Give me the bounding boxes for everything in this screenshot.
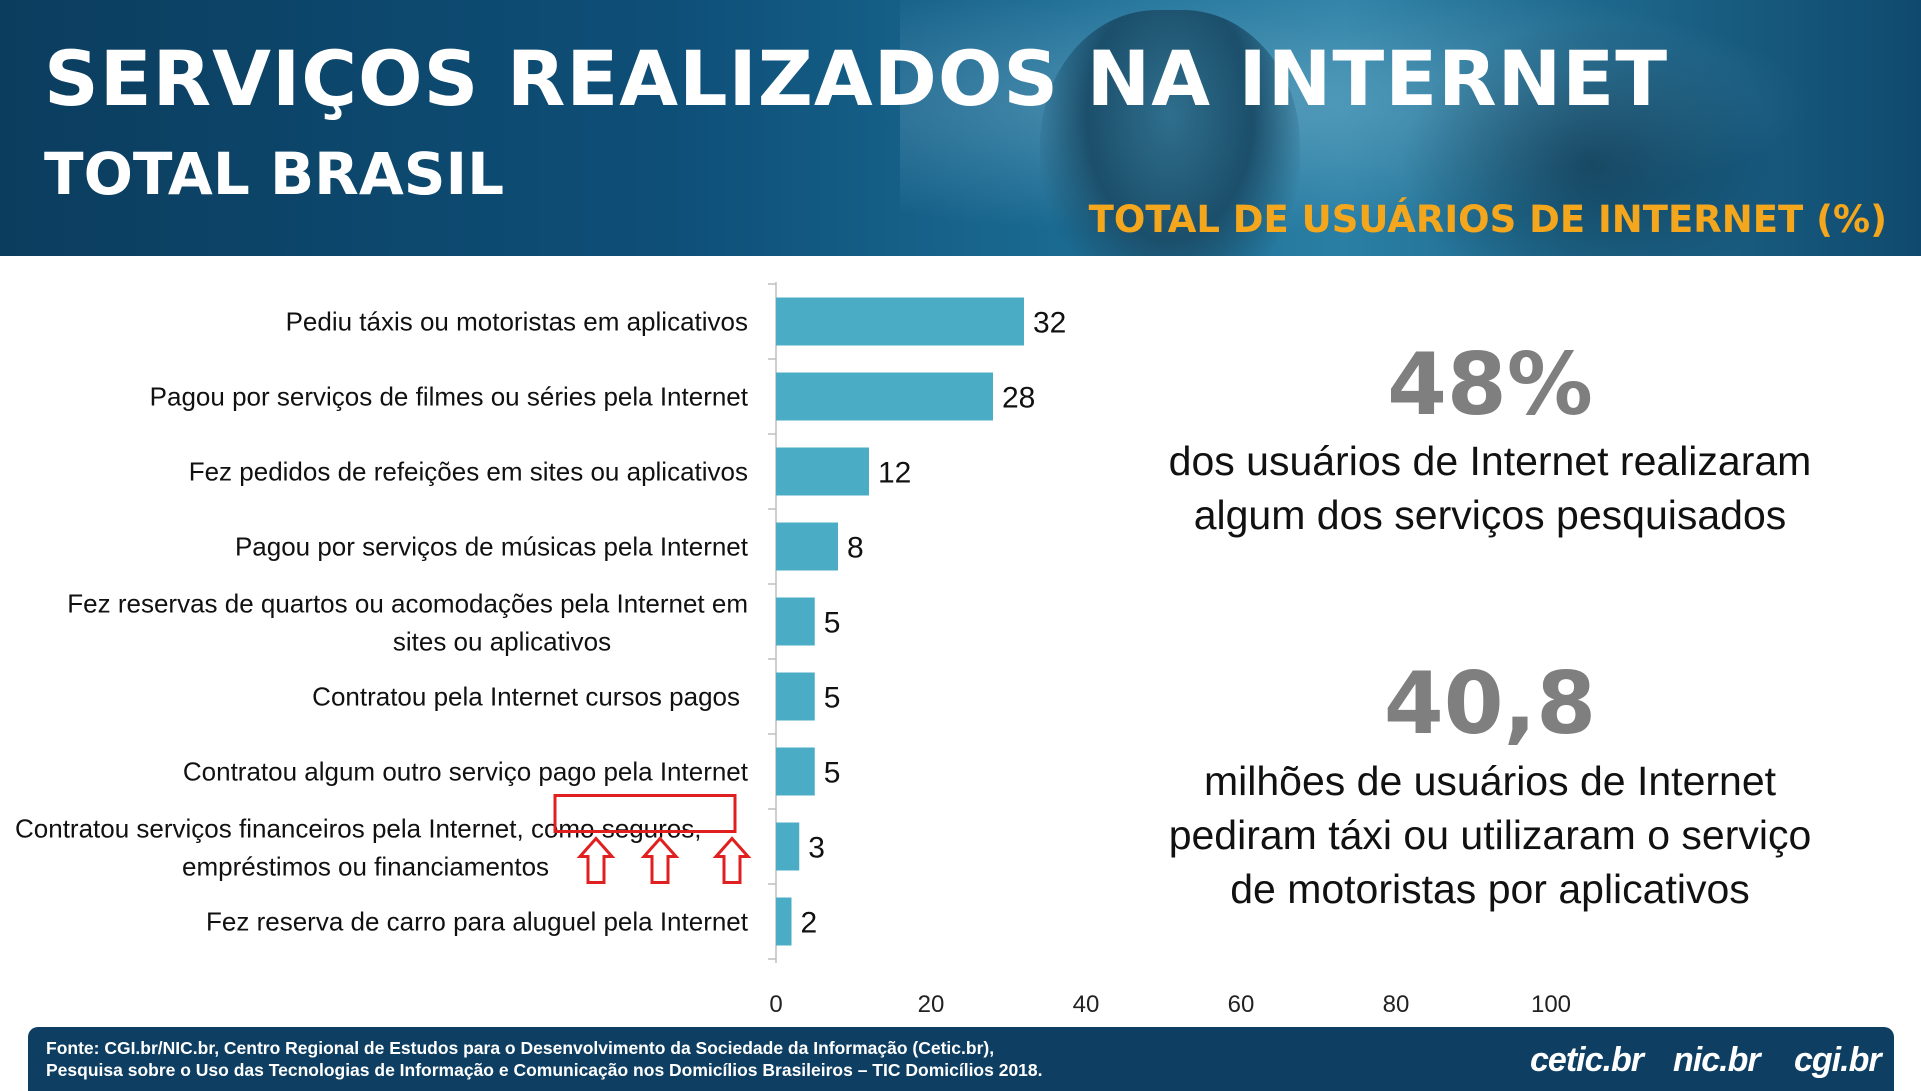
bar [776,897,792,946]
data-label: 12 [878,457,911,490]
page-title: SERVIÇOS REALIZADOS NA INTERNET [44,34,1669,123]
category-label: Fez reserva de carro para aluguel pela I… [206,907,749,937]
bar [776,597,815,646]
bar [776,822,800,871]
x-tick-label: 60 [1228,991,1255,1018]
stat-2-description: milhões de usuários de Internet pediram … [1110,754,1870,916]
category-label: Fez pedidos de refeições em sites ou apl… [189,457,748,487]
stat-1-description: dos usuários de Internet realizaram algu… [1110,434,1870,542]
stat-2-value: 40,8 [1383,654,1597,754]
up-arrow-icon [576,836,616,884]
stat-1-value: 48% [1387,335,1593,435]
stat-2-line: de motoristas por aplicativos [1230,866,1750,912]
data-label: 5 [824,757,841,790]
up-arrow-icon [640,836,680,884]
x-tick-label: 20 [918,991,945,1018]
data-label: 3 [808,832,825,865]
banner-plant-photo [1400,20,1780,256]
category-label: Contratou pela Internet cursos pagos [312,682,740,712]
source-citation: Fonte: CGI.br/NIC.br, Centro Regional de… [46,1037,1043,1081]
source-line: Pesquisa sobre o Uso das Tecnologias de … [46,1060,1043,1080]
header-banner: SERVIÇOS REALIZADOS NA INTERNET TOTAL BR… [0,0,1921,256]
category-label: Pagou por serviços de músicas pela Inter… [235,532,749,562]
category-label: Fez reservas de quartos ou acomodações p… [67,589,748,657]
x-tick-label: 80 [1383,991,1410,1018]
stat-2-line: milhões de usuários de Internet [1203,758,1777,804]
bar [776,372,993,421]
cetic-logo: cetic.br [1530,1041,1644,1079]
category-label: Contratou algum outro serviço pago pela … [183,757,749,787]
data-label: 5 [824,607,841,640]
data-label: 5 [824,682,841,715]
chart-unit-label: TOTAL DE USUÁRIOS DE INTERNET (%) [1088,198,1887,241]
bar [776,297,1024,346]
x-tick-label: 40 [1073,991,1100,1018]
highlight-box [553,794,737,833]
bar [776,522,838,571]
page-subtitle: TOTAL BRASIL [44,140,505,208]
data-label: 8 [847,532,864,565]
stat-1-line: dos usuários de Internet realizaram [1168,438,1812,484]
banner-person-photo [1040,10,1300,256]
footer-bar: Fonte: CGI.br/NIC.br, Centro Regional de… [28,1027,1894,1091]
bar [776,747,815,796]
data-label: 2 [801,907,818,940]
bar [776,672,815,721]
data-label: 28 [1002,382,1035,415]
bar [776,447,869,496]
cgi-logo: cgi.br [1794,1041,1882,1079]
up-arrow-icon [712,836,752,884]
x-tick-label: 100 [1531,991,1571,1018]
x-tick-label: 0 [769,991,782,1018]
source-line: Fonte: CGI.br/NIC.br, Centro Regional de… [46,1038,995,1058]
category-label: Pediu táxis ou motoristas em aplicativos [286,307,748,337]
stat-2-line: pediram táxi ou utilizaram o serviço [1168,812,1812,858]
stat-1-line: algum dos serviços pesquisados [1193,492,1787,538]
category-label: Contratou serviços financeiros pela Inte… [15,814,701,882]
category-label: Pagou por serviços de filmes ou séries p… [150,382,749,412]
data-label: 32 [1033,307,1066,340]
nic-logo: nic.br [1673,1041,1761,1079]
